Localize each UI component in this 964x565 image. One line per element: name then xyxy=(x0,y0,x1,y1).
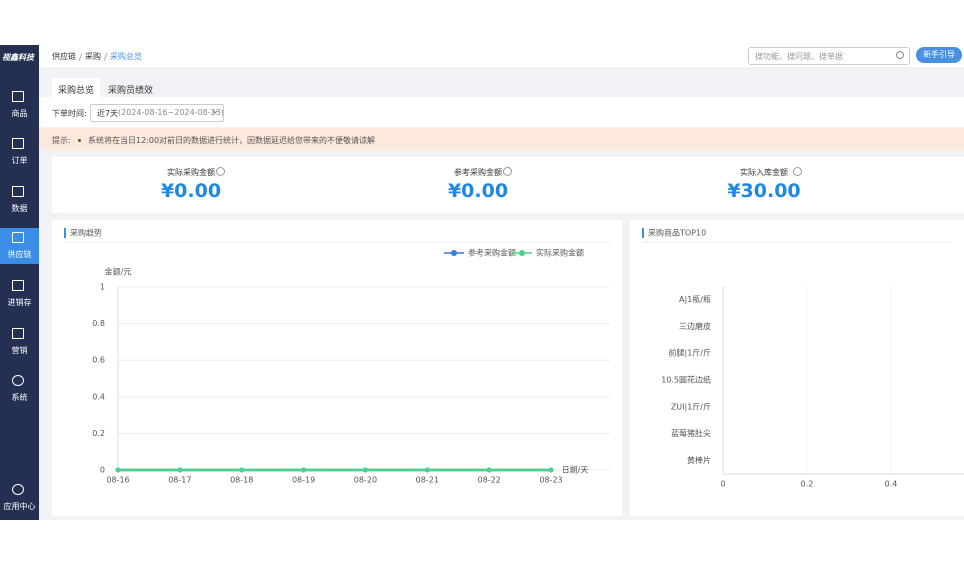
sidebar-icon xyxy=(12,186,24,197)
y-tick-label: 0.2 xyxy=(92,429,105,438)
stat-value: ¥30.00 xyxy=(689,180,839,202)
sidebar-label[interactable]: 商品 xyxy=(0,108,39,119)
help-icon xyxy=(216,167,225,176)
point xyxy=(301,468,306,473)
x-tick-label: 08-22 xyxy=(478,476,501,485)
y-tick-label: 0.6 xyxy=(92,356,105,365)
sidebar-icon xyxy=(12,232,24,243)
sidebar-label[interactable]: 营销 xyxy=(0,345,39,356)
x-tick-label: 0.4 xyxy=(885,480,898,489)
x-tick-label: 08-20 xyxy=(354,476,377,485)
title-marker xyxy=(64,228,66,238)
stat-value: ¥0.00 xyxy=(403,180,553,202)
y-tick-label: ZUI|1斤/斤 xyxy=(671,401,711,411)
sidebar-icon xyxy=(12,375,24,386)
x-tick-label: 08-17 xyxy=(168,476,191,485)
point xyxy=(239,468,244,473)
stat-label: 实际入库金额 xyxy=(689,167,839,178)
x-tick-label: 08-21 xyxy=(416,476,439,485)
sidebar-label[interactable]: 进销存 xyxy=(0,297,39,308)
point xyxy=(116,468,121,473)
point xyxy=(549,468,554,473)
x-tick-label: 08-23 xyxy=(539,476,562,485)
point xyxy=(177,468,182,473)
y-tick-label: 蓝莓猪肚尖 xyxy=(671,428,711,438)
y-tick-label: 0 xyxy=(100,466,105,475)
stat-label: 参考采购金额 xyxy=(403,167,553,178)
sidebar-icon xyxy=(12,328,24,339)
chart-title: 采购趋势 xyxy=(70,228,102,238)
x-tick-label: 0 xyxy=(720,480,725,489)
y-tick-label: 0.8 xyxy=(92,319,105,328)
point xyxy=(425,468,430,473)
sidebar-label[interactable]: 数据 xyxy=(0,203,39,214)
x-tick-label: 0.2 xyxy=(801,480,814,489)
sidebar-icon xyxy=(12,280,24,291)
x-tick-label: 08-16 xyxy=(106,476,129,485)
sidebar-label[interactable]: 系统 xyxy=(0,392,39,403)
x-tick-label: 08-18 xyxy=(230,476,253,485)
x-tick-label: 08-19 xyxy=(292,476,315,485)
y-tick-label: 前腿|1斤/斤 xyxy=(669,348,711,358)
help-icon xyxy=(503,167,512,176)
legend-dot xyxy=(519,250,525,256)
sidebar-label[interactable]: 订单 xyxy=(0,155,39,166)
sidebar-icon xyxy=(12,91,24,102)
point xyxy=(363,468,368,473)
y-tick-label: A|1瓶/瓶 xyxy=(679,294,711,304)
title-marker xyxy=(642,228,644,238)
y-tick-label: 1 xyxy=(100,283,105,292)
legend-label: 实际采购金额 xyxy=(536,248,584,258)
chart-title: 采购商品TOP10 xyxy=(648,228,706,238)
sidebar-label[interactable]: 应用中心 xyxy=(0,501,39,512)
stat-value: ¥0.00 xyxy=(116,180,266,202)
point xyxy=(487,468,492,473)
stat-label: 实际采购金额 xyxy=(116,167,266,178)
y-tick-label: 10.5圆花边纸 xyxy=(661,375,711,385)
y-tick-label: 黄棒片 xyxy=(687,455,711,465)
y-tick-label: 0.4 xyxy=(92,392,105,401)
y-tick-label: 三边磨皮 xyxy=(679,321,711,331)
help-icon xyxy=(793,167,802,176)
x-axis-label: 日期/天 xyxy=(562,466,589,475)
sidebar-icon xyxy=(12,484,24,495)
sidebar-icon xyxy=(12,138,24,149)
y-axis-label: 金额/元 xyxy=(105,267,132,277)
sidebar-label[interactable]: 供应链 xyxy=(0,249,39,260)
legend-label: 参考采购金额 xyxy=(468,248,516,258)
legend-dot xyxy=(451,250,457,256)
